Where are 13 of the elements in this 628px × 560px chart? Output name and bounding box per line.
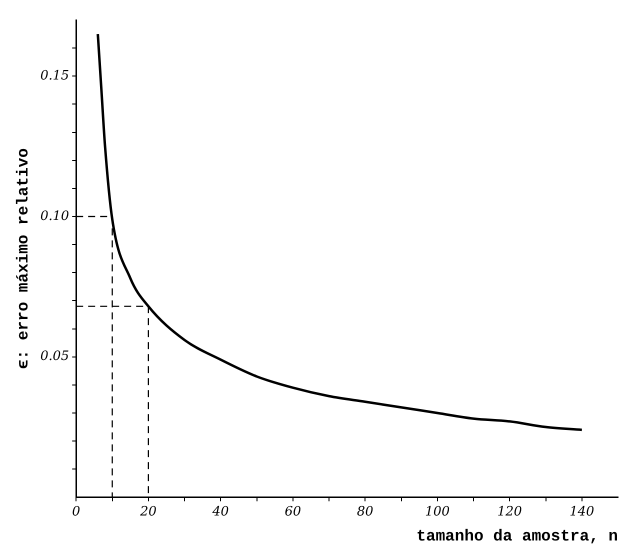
y-tick-label: 0.05 [40, 349, 70, 364]
x-tick-label: 60 [284, 504, 302, 520]
x-axis-title: tamanho da amostra, n [416, 527, 618, 546]
x-tick-label: 40 [211, 504, 229, 520]
y-axis-title: ϵ: erro máximo relativo [14, 148, 33, 370]
x-tick-label: 0 [72, 504, 80, 520]
x-tick-label: 20 [139, 504, 157, 520]
y-tick-label: 0.10 [40, 208, 70, 224]
x-tick-label: 120 [497, 504, 522, 520]
x-tick-label: 100 [424, 504, 450, 520]
y-tick-label: 0.15 [40, 68, 70, 84]
x-tick-label: 140 [569, 504, 594, 520]
x-tick-label: 80 [356, 504, 374, 520]
